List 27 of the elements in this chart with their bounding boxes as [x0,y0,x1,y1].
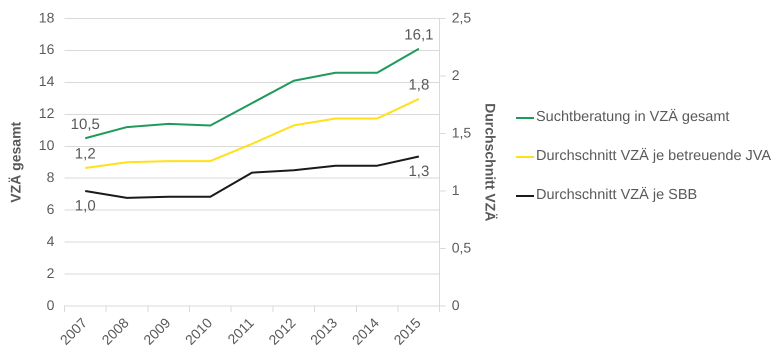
y-axis-title: VZÄ gesamt [7,121,24,203]
y2-tick-label: 1 [452,182,460,198]
y2-tick-label: 1,5 [452,124,472,140]
y-tick-label: 18 [38,9,55,26]
legend-label: Suchtberatung in VZÄ gesamt [536,108,730,127]
data-label: 16,1 [404,26,434,44]
y-tick-label: 4 [46,233,55,250]
y2-tick-label: 2,5 [452,9,472,26]
y-tick-label: 10 [38,137,55,154]
y-tick-label: 2 [46,264,55,281]
legend-label: Durchschnitt VZÄ je SBB [536,186,698,205]
data-label: 1,2 [74,146,96,163]
data-label: 1,0 [74,198,96,215]
y2-tick-label: 0,5 [452,239,472,256]
y-tick-label: 16 [38,41,55,58]
data-label: 1,8 [408,76,430,94]
y2-axis-title: Durchschnitt VZÄ [482,103,499,222]
legend-label: Durchschnitt VZÄ je betreuende JVA [536,147,772,166]
data-label: 1,3 [408,163,430,180]
y-tick-label: 14 [38,73,55,90]
y-tick-label: 8 [46,169,55,186]
data-label: 10,5 [70,116,100,133]
y-tick-label: 6 [46,201,55,218]
y-tick-label: 0 [46,296,55,313]
y-tick-label: 12 [38,105,55,122]
y2-tick-label: 2 [452,66,460,83]
y2-tick-label: 0 [452,296,460,313]
